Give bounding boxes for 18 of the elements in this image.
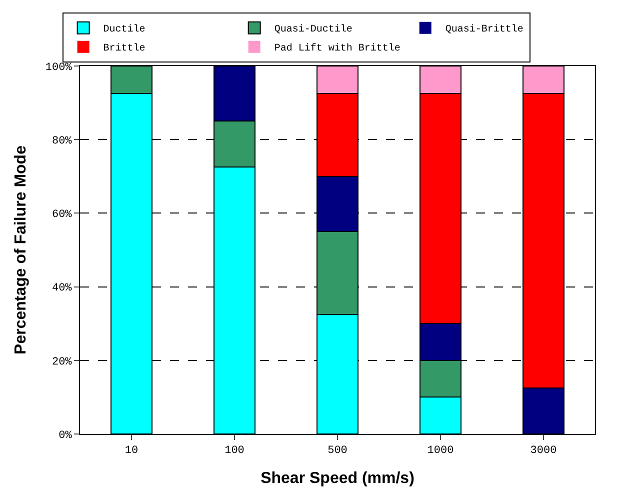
legend-label: Pad Lift with Brittle	[274, 42, 400, 55]
legend-label: Ductile	[103, 24, 146, 36]
x-tick-label: 10	[124, 445, 138, 458]
x-axis-title: Shear Speed (mm/s)	[260, 470, 414, 487]
legend-label: Brittle	[103, 42, 146, 55]
y-tick-label: 80%	[52, 135, 72, 148]
legend-label: Quasi-Ductile	[274, 24, 352, 36]
y-tick-label: 40%	[52, 282, 72, 295]
x-tick-label: 100	[224, 445, 244, 458]
y-tick-label: 20%	[52, 356, 72, 368]
x-tick-label: 500	[328, 445, 348, 458]
y-tick-label: 100%	[45, 62, 72, 74]
y-tick-label: 0%	[58, 430, 72, 442]
y-axis-title: Percentage of Failure Mode	[12, 145, 30, 354]
y-tick-label: 60%	[52, 209, 72, 222]
x-tick-label: 1000	[427, 445, 454, 458]
legend-label: Quasi-Brittle	[445, 24, 524, 36]
x-tick-label: 3000	[530, 445, 557, 458]
